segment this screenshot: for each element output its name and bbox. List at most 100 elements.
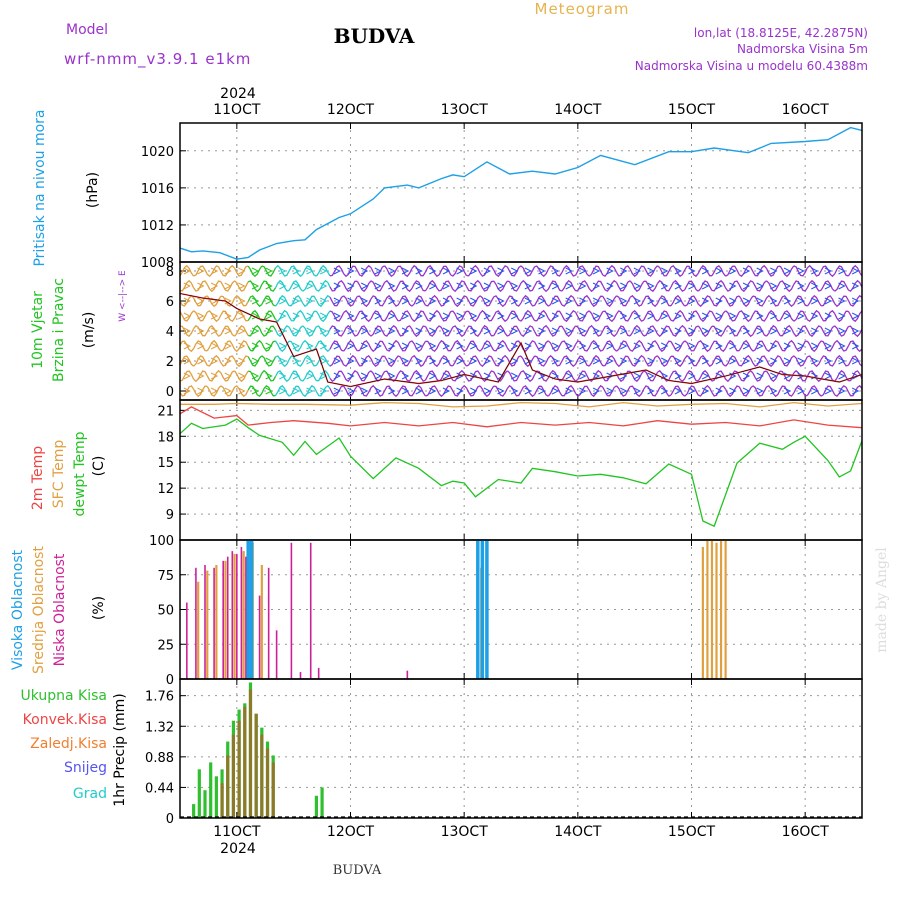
wind-arrow: [715, 327, 723, 335]
wind-arrow: [251, 372, 260, 380]
precip-total-bar: [197, 769, 201, 818]
wind-arrow: [319, 312, 328, 320]
wind-arrow: [742, 297, 751, 305]
dewpt-title: dewpt Temp: [72, 431, 88, 516]
wind-barb: [180, 279, 195, 292]
y-tick-label: 4: [166, 325, 174, 340]
wind-arrow: [524, 312, 532, 320]
wind-arrow: [442, 267, 451, 275]
wind-arrow: [524, 327, 532, 335]
wind-arrow: [851, 312, 860, 320]
wind-arrow: [647, 297, 655, 305]
wind-barb: [711, 279, 727, 292]
wind-barb: [193, 355, 208, 367]
wind-arrow: [811, 327, 819, 335]
wind-barb: [424, 325, 440, 337]
wind-barb: [288, 325, 304, 337]
precip-conv-bar: [271, 762, 275, 818]
wind-barb: [575, 355, 590, 367]
wind-arrow: [319, 297, 328, 305]
wind-arrow: [388, 327, 396, 335]
wind-arrow: [851, 267, 860, 275]
wind-arrow: [292, 297, 301, 305]
wind-barb: [397, 385, 413, 397]
wind-barb: [684, 310, 699, 322]
wind-barb: [206, 280, 222, 293]
wind-barb: [302, 354, 317, 367]
wind-arrow: [497, 372, 505, 380]
wind-barb: [793, 265, 808, 277]
y-tick-label: 0.88: [145, 751, 174, 766]
wind-arrow: [674, 387, 682, 395]
wind-arrow: [374, 282, 382, 290]
cloud-bar: [222, 560, 224, 679]
wind-arrow: [606, 357, 614, 365]
sfc-temp-title: SFC Temp: [51, 440, 67, 509]
precip-conv-bar: [260, 734, 264, 818]
wind-arrow: [851, 357, 860, 365]
wind-arrow: [770, 357, 778, 365]
cloud-bar: [195, 567, 197, 679]
wind-barb: [847, 264, 862, 277]
wind-barb: [643, 355, 658, 367]
y-tick-label: 0.44: [145, 781, 174, 796]
wind-arrow: [388, 342, 396, 350]
wind-barb: [261, 325, 277, 337]
wind-arrow: [783, 342, 792, 350]
wind-arrow: [729, 282, 737, 290]
wind-barb: [725, 355, 740, 367]
wind-barb: [343, 369, 358, 383]
wind-arrow: [838, 267, 846, 275]
wind-arrow: [470, 312, 478, 320]
panel-frame: [179, 678, 863, 819]
wind-arrow: [701, 282, 710, 290]
wind-arrow: [647, 282, 655, 290]
wind-arrow: [770, 297, 778, 305]
wind-arrow: [442, 312, 451, 320]
wind-barb: [670, 309, 686, 322]
wind-barb: [738, 385, 754, 397]
wind-barb: [806, 340, 822, 353]
wind-barb: [411, 340, 427, 353]
wind-arrow: [824, 342, 833, 350]
wind-barb: [629, 324, 645, 337]
wind-barb: [234, 265, 249, 277]
top-tick-label: 15OCT: [668, 102, 716, 118]
hail-title: Grad: [73, 786, 107, 802]
wind-barb: [575, 340, 590, 352]
wind-barb: [765, 265, 781, 277]
wind-arrow: [811, 282, 819, 290]
wind-arrow: [265, 327, 273, 335]
wind-barb: [643, 265, 658, 277]
wind-arrow: [524, 387, 532, 395]
wind-barb: [397, 355, 413, 367]
bottom-tick-label: 12OCT: [327, 824, 375, 840]
wind-arrow: [866, 388, 872, 394]
pressure-line: [179, 126, 863, 260]
wind-arrow: [388, 267, 396, 275]
wind-arrow: [429, 342, 437, 350]
wind-arrow: [470, 327, 478, 335]
wind-arrow: [620, 312, 628, 320]
wind-barb: [588, 354, 604, 367]
wind-arrow: [674, 372, 682, 380]
wind-barb: [534, 340, 549, 352]
wind-arrow: [306, 342, 314, 350]
wind-barb: [343, 280, 358, 293]
wind-barb: [656, 279, 672, 292]
wind-barb: [547, 280, 563, 292]
wind-arrow: [292, 312, 301, 320]
cloud-bar: [242, 551, 245, 679]
wind-arrow: [538, 342, 546, 350]
wind-barb: [534, 280, 549, 293]
wind-barb: [738, 325, 754, 338]
panel-temperature: 9 12 15 18 21: [157, 399, 863, 541]
wind-barb: [820, 355, 836, 367]
wind-barb: [316, 279, 331, 292]
wind-barb: [289, 294, 304, 307]
panel-frame: [179, 122, 863, 263]
wind-barb: [180, 340, 195, 353]
year-label-bottom: 2024: [220, 841, 256, 857]
wind-barb: [684, 280, 699, 292]
wind-arrow: [347, 312, 355, 320]
